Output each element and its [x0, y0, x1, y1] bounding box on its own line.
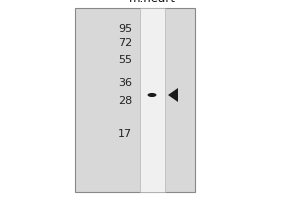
Text: 95: 95: [118, 24, 132, 34]
Text: m.heart: m.heart: [129, 0, 176, 5]
Text: 17: 17: [118, 129, 132, 139]
Bar: [75, 8, 195, 192]
Bar: [140, 8, 165, 192]
Text: 72: 72: [118, 38, 132, 48]
Ellipse shape: [148, 93, 157, 97]
Text: 55: 55: [118, 55, 132, 65]
Polygon shape: [168, 88, 178, 102]
Text: 36: 36: [118, 78, 132, 88]
Text: 28: 28: [118, 96, 132, 106]
